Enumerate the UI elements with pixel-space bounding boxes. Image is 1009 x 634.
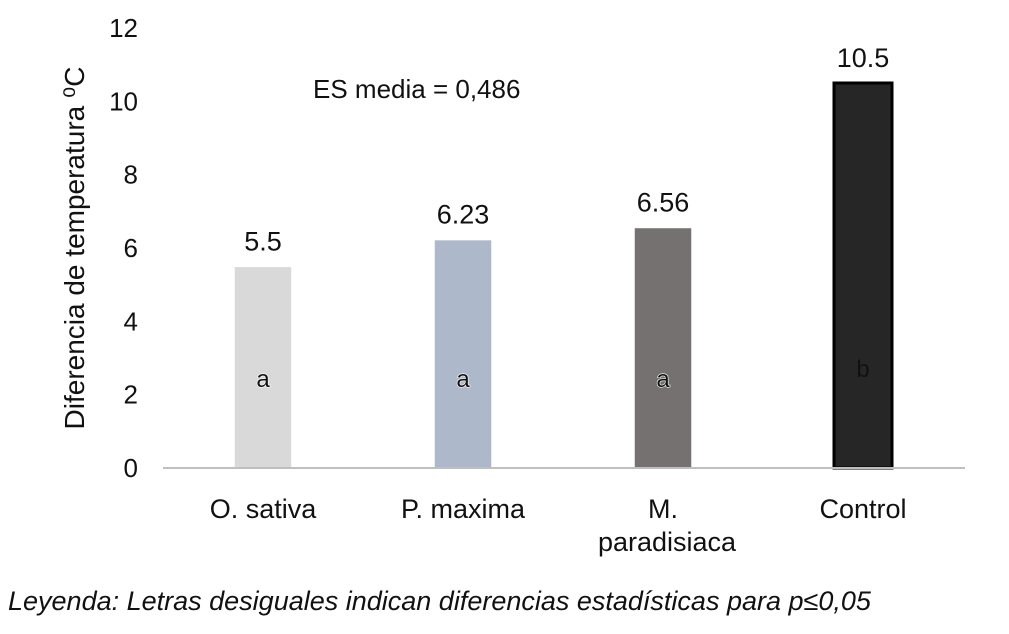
significance-letter: b [856,356,869,383]
x-axis: O. sativa P. maxima M. paradisiaca Control [210,494,907,557]
x-tick-label: O. sativa [210,494,318,524]
bar-chart: 0 2 4 6 8 10 12 5.5 a 6.23 a 6.56 a 10.5 b O. sativa P… [59,13,965,557]
y-tick-label: 8 [124,160,138,190]
significance-letter: a [656,366,670,393]
bars-group: 5.5 a 6.23 a 6.56 a 10.5 b [233,43,894,470]
es-media-annotation: ES media = 0,486 [313,74,520,104]
y-axis-title: Diferencia de temperatura ⁰C [59,67,90,430]
significance-letter: a [456,366,470,393]
bar [633,226,693,469]
data-label: 6.23 [437,200,490,230]
x-tick-label: M. paradisiaca [598,494,737,557]
y-tick-label: 0 [124,453,138,483]
x-tick-label: Control [819,494,906,524]
y-tick-label: 12 [109,13,138,43]
data-label: 5.5 [244,226,282,256]
x-tick-label: P. maxima [401,494,526,524]
significance-letter: a [256,366,270,393]
bar [233,265,293,469]
y-tick-label: 4 [124,306,138,336]
data-label: 10.5 [837,43,890,73]
y-axis: 0 2 4 6 8 10 12 [109,13,138,483]
legend-footnote: Leyenda: Letras desiguales indican difer… [8,586,871,616]
y-tick-label: 6 [124,233,138,263]
bar [433,238,493,469]
bar [832,81,894,470]
y-tick-label: 2 [124,380,138,410]
data-label: 6.56 [637,187,690,217]
y-tick-label: 10 [109,86,138,116]
